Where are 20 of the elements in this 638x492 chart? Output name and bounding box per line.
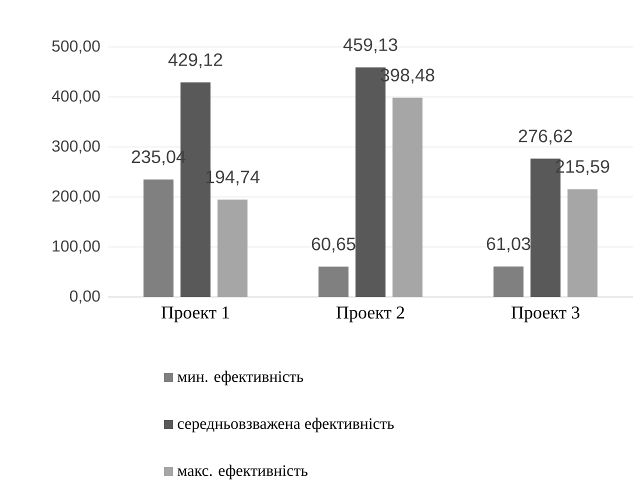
x-tick-label: Проект 1 bbox=[161, 306, 229, 322]
y-tick-label: 100,00 bbox=[52, 240, 100, 254]
legend-label: середньовзважена ефективність bbox=[178, 418, 394, 432]
y-tick-label: 400,00 bbox=[52, 90, 100, 104]
data-label: 429,12 bbox=[168, 53, 222, 68]
y-tick-label: 0,00 bbox=[70, 290, 100, 304]
bar bbox=[318, 266, 349, 297]
legend-label: макс. ефективність bbox=[178, 464, 308, 480]
y-tick-label: 300,00 bbox=[52, 140, 100, 154]
bar bbox=[144, 179, 174, 297]
y-tick-label: 200,00 bbox=[52, 190, 100, 204]
y-tick-label: 500,00 bbox=[52, 40, 100, 54]
data-label: 60,65 bbox=[312, 238, 356, 252]
x-tick-label: Проект 3 bbox=[511, 306, 580, 322]
bar bbox=[493, 266, 524, 297]
x-tick-label: Проект 2 bbox=[336, 306, 404, 322]
data-label: 276,62 bbox=[518, 130, 572, 144]
data-label: 61,03 bbox=[486, 237, 530, 252]
data-label: 459,13 bbox=[343, 38, 398, 54]
legend-label: мин. ефективність bbox=[178, 370, 304, 386]
